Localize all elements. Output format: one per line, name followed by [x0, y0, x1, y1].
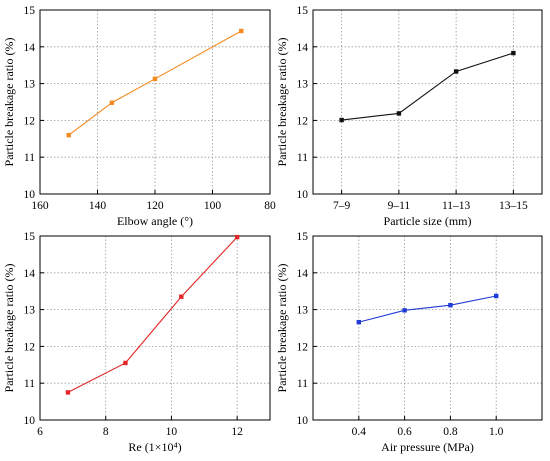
y-tick-label: 10	[297, 189, 309, 201]
y-axis-title: Particle breakage ratio (%)	[275, 38, 289, 167]
data-point-marker	[448, 302, 453, 308]
x-tick-label: 0.8	[443, 426, 458, 438]
y-tick-label: 15	[297, 5, 309, 17]
data-point-marker	[239, 28, 244, 34]
x-tick-label: 100	[204, 200, 222, 212]
panel-particle-size: 10 11 12 13 14 15 7–9 9–11 11–13 13–15 Particle si…	[275, 5, 543, 228]
data-point-marker	[123, 360, 128, 366]
data-point-marker	[152, 76, 158, 82]
x-tick-label: 7–9	[333, 200, 351, 212]
y-tick-label: 12	[24, 115, 36, 127]
x-tick-label: 8	[103, 426, 109, 438]
x-tick-label: 160	[31, 200, 49, 212]
data-point-marker	[65, 390, 71, 395]
y-tick-label: 11	[297, 378, 308, 390]
y-tick-label: 15	[24, 231, 36, 243]
y-tick-label: 10	[24, 415, 36, 427]
x-tick-label: 140	[89, 200, 107, 212]
x-tick-label: 80	[264, 200, 276, 212]
data-point-marker	[402, 308, 407, 313]
x-tick-label: 13–15	[499, 200, 528, 212]
y-tick-label: 13	[24, 79, 36, 91]
x-tick-label: 1.0	[489, 426, 504, 438]
y-axis-title: Particle breakage ratio (%)	[2, 264, 16, 393]
panel-reynolds-number: 10 11 12 13 14 15 6 8 10 12 Re (1×10⁴) Particle bre…	[2, 231, 271, 454]
y-axis-title: Particle breakage ratio (%)	[2, 38, 16, 167]
panel-elbow-angle: 10 11 12 13 14 15 160 140 120 100 80 Elbow angle (°…	[2, 5, 276, 228]
data-point-marker	[356, 319, 361, 325]
x-tick-label: 10	[166, 426, 178, 438]
x-tick-label: 0.6	[397, 426, 412, 438]
y-tick-label: 11	[24, 378, 35, 390]
y-axis-title: Particle breakage ratio (%)	[275, 264, 289, 393]
series-line	[68, 30, 242, 136]
y-tick-label: 11	[297, 152, 308, 164]
plot-frame	[312, 235, 543, 421]
data-point-marker	[511, 50, 516, 56]
x-axis-title: Re (1×10⁴)	[128, 440, 181, 454]
y-tick-label: 15	[24, 5, 36, 17]
data-point-marker	[66, 132, 71, 138]
y-tick-label: 14	[297, 42, 309, 54]
x-tick-label: 11–13	[442, 200, 471, 212]
y-tick-label: 13	[297, 305, 309, 317]
series-line	[67, 236, 238, 393]
x-tick-label: 0.4	[352, 426, 367, 438]
y-tick-label: 14	[24, 268, 36, 280]
y-tick-label: 13	[24, 305, 36, 317]
series-line	[341, 52, 514, 121]
data-point-marker	[396, 111, 402, 116]
data-point-marker	[339, 117, 344, 123]
plot-frame	[39, 235, 271, 421]
y-tick-label: 12	[297, 341, 309, 353]
y-tick-label: 10	[24, 189, 36, 201]
y-tick-label: 10	[297, 415, 309, 427]
x-axis-title: Air pressure (MPa)	[381, 440, 474, 454]
y-tick-label: 11	[24, 152, 35, 164]
data-point-marker	[179, 294, 184, 299]
data-point-marker	[234, 234, 240, 240]
y-tick-label: 12	[24, 341, 36, 353]
data-point-marker	[109, 100, 115, 105]
data-point-marker	[494, 293, 499, 299]
y-tick-label: 14	[297, 268, 309, 280]
data-point-marker	[453, 69, 459, 74]
x-axis-title: Particle size (mm)	[384, 214, 472, 228]
x-tick-label: 6	[37, 426, 43, 438]
plot-frame	[312, 9, 543, 195]
series-line	[358, 295, 497, 323]
y-tick-label: 12	[297, 115, 309, 127]
x-tick-label: 120	[146, 200, 164, 212]
x-tick-label: 9–11	[388, 200, 411, 212]
x-tick-label: 12	[231, 426, 243, 438]
y-tick-label: 15	[297, 231, 309, 243]
y-tick-label: 14	[24, 42, 36, 54]
panel-air-pressure: 10 11 12 13 14 15 0.4 0.6 0.8 1.0 Air pressure (MP…	[275, 231, 543, 454]
y-tick-label: 13	[297, 79, 309, 91]
x-axis-title: Elbow angle (°)	[117, 214, 193, 228]
